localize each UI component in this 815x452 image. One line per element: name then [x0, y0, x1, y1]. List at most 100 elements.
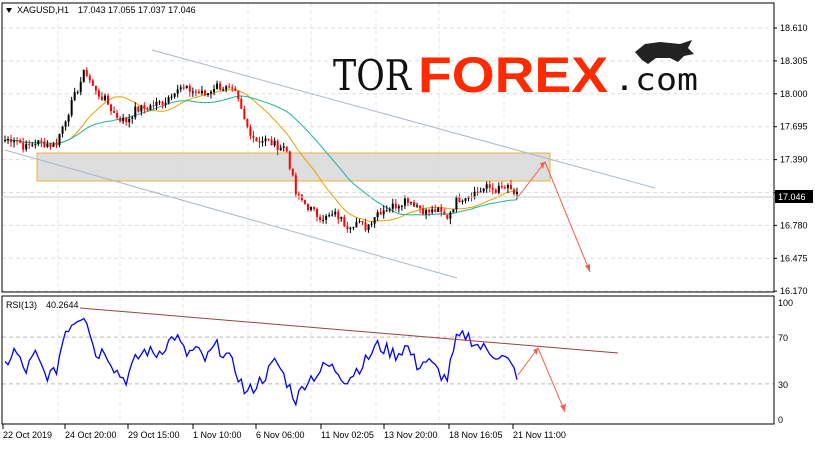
candle-body [394, 203, 397, 209]
candle-body [94, 85, 97, 91]
candle-body [125, 117, 128, 123]
candle-body [37, 140, 40, 145]
candle-body [506, 184, 509, 189]
candle-body [222, 89, 225, 91]
candle-body [107, 95, 110, 105]
candle-body [200, 90, 203, 94]
candle-body [364, 222, 367, 231]
candle-body [197, 91, 200, 94]
candle-body [485, 184, 488, 189]
candle-body [397, 206, 400, 209]
candle-body [328, 215, 331, 217]
candle-body [55, 143, 58, 146]
candle-body [103, 95, 106, 101]
candle-body [243, 109, 246, 120]
candle-body [516, 192, 518, 195]
candle-body [452, 209, 455, 213]
candle-body [461, 200, 464, 202]
candle-body [458, 196, 461, 202]
candle-body [225, 86, 228, 90]
candles [4, 67, 518, 233]
candle-body [431, 209, 434, 213]
candle-body [164, 102, 167, 105]
candle-body [182, 87, 185, 89]
candle-body [228, 86, 231, 88]
candle-body [473, 191, 476, 198]
candle-body [376, 212, 379, 218]
price-tick-label: 17.695 [780, 122, 808, 132]
candle-body [455, 196, 458, 210]
candle-body [46, 143, 49, 147]
candle-body [173, 93, 176, 97]
price-tick-label: 18.610 [780, 23, 808, 33]
candle-body [264, 138, 267, 142]
candle-body [367, 224, 370, 231]
candle-body [13, 140, 16, 143]
bull-icon [635, 40, 694, 64]
candle-body [373, 217, 376, 224]
candle-body [76, 92, 79, 94]
rsi-trendline [79, 307, 619, 354]
candle-body [297, 194, 300, 196]
rsi-series [4, 317, 518, 407]
candle-body [258, 141, 261, 143]
candle-body [291, 168, 294, 176]
candle-body [446, 214, 449, 219]
candle-body [306, 203, 309, 210]
candle-body [479, 191, 482, 193]
candle-body [16, 140, 19, 142]
rsi-tick-label: 0 [778, 415, 783, 425]
price-tick-label: 18.305 [780, 56, 808, 66]
candle-body [488, 184, 491, 189]
candle-body [340, 217, 343, 220]
current-price-label: 17.046 [778, 192, 806, 202]
candle-body [52, 143, 55, 147]
candle-body [282, 146, 285, 148]
price-tick-label: 16.475 [780, 253, 808, 263]
rsi-tick-label: 100 [778, 298, 793, 308]
logo-part-tor: TOR [333, 51, 412, 100]
candle-body [128, 118, 131, 123]
symbol-label: XAGUSD,H1 [17, 5, 69, 15]
time-tick-label: 13 Nov 20:00 [384, 430, 438, 440]
candle-body [146, 108, 149, 110]
candle-body [176, 89, 179, 94]
candle-body [82, 69, 85, 82]
candle-body [509, 184, 512, 190]
candle-body [388, 208, 391, 211]
candle-body [355, 221, 358, 228]
candle-body [10, 139, 13, 143]
candle-body [419, 205, 422, 209]
candle-body [194, 91, 197, 93]
candle-body [500, 185, 503, 188]
candle-body [140, 105, 143, 112]
rsi-tick-label: 70 [778, 333, 788, 343]
candle-body [7, 139, 10, 141]
candle-body [240, 98, 243, 110]
candle-body [97, 90, 100, 97]
candle-body [343, 217, 346, 227]
candle-body [28, 143, 31, 145]
price-tick-label: 18.000 [780, 89, 808, 99]
price-tick-label: 16.170 [780, 286, 808, 296]
current-price-badge [775, 190, 813, 203]
candle-body [4, 140, 6, 142]
candle-body [346, 226, 349, 230]
candle-body [170, 96, 173, 98]
resistance-zone [36, 152, 551, 182]
channel-lower-line [4, 149, 458, 279]
logo-part-com: .com [614, 63, 698, 98]
candle-body [416, 205, 419, 207]
time-tick-label: 6 Nov 06:00 [256, 430, 305, 440]
arrowhead-icon [533, 348, 566, 412]
triangle-down-icon[interactable] [6, 8, 12, 13]
channel-upper-line [151, 49, 656, 189]
candle-body [85, 69, 88, 76]
candle-body [440, 207, 443, 212]
candle-body [434, 209, 437, 213]
time-tick-label: 1 Nov 10:00 [193, 430, 242, 440]
candle-body [73, 92, 76, 101]
candle-body [19, 140, 22, 143]
